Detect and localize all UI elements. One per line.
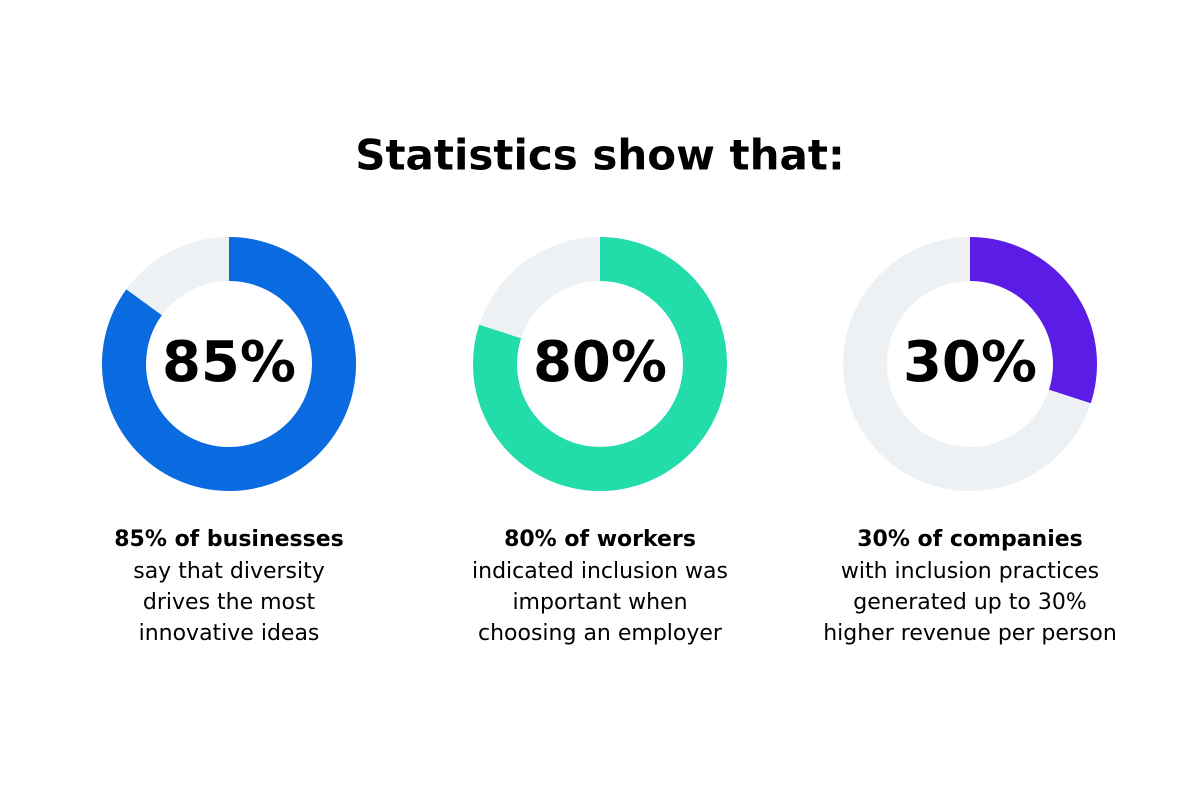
- center-label: 85%: [162, 330, 296, 395]
- caption-line: innovative ideas: [139, 621, 320, 646]
- caption-line: say that diversity: [133, 559, 325, 584]
- caption-heading: 80% of workers: [504, 527, 696, 552]
- donut-arc: [969, 237, 1097, 404]
- caption-line: generated up to 30%: [853, 590, 1087, 615]
- caption-heading: 30% of companies: [857, 527, 1083, 552]
- donut-arc: [102, 237, 356, 491]
- caption-line: drives the most: [143, 590, 316, 615]
- caption-line: important when: [512, 590, 687, 615]
- donut-arc: [473, 237, 727, 491]
- center-label: 30%: [903, 330, 1037, 395]
- caption-line: choosing an employer: [478, 621, 723, 646]
- caption-line: indicated inclusion was: [472, 559, 728, 584]
- caption-heading: 85% of businesses: [114, 527, 344, 552]
- caption-line: with inclusion practices: [841, 559, 1099, 584]
- title: Statistics show that:: [355, 131, 845, 180]
- caption-line: higher revenue per person: [823, 621, 1117, 646]
- center-label: 80%: [533, 330, 667, 395]
